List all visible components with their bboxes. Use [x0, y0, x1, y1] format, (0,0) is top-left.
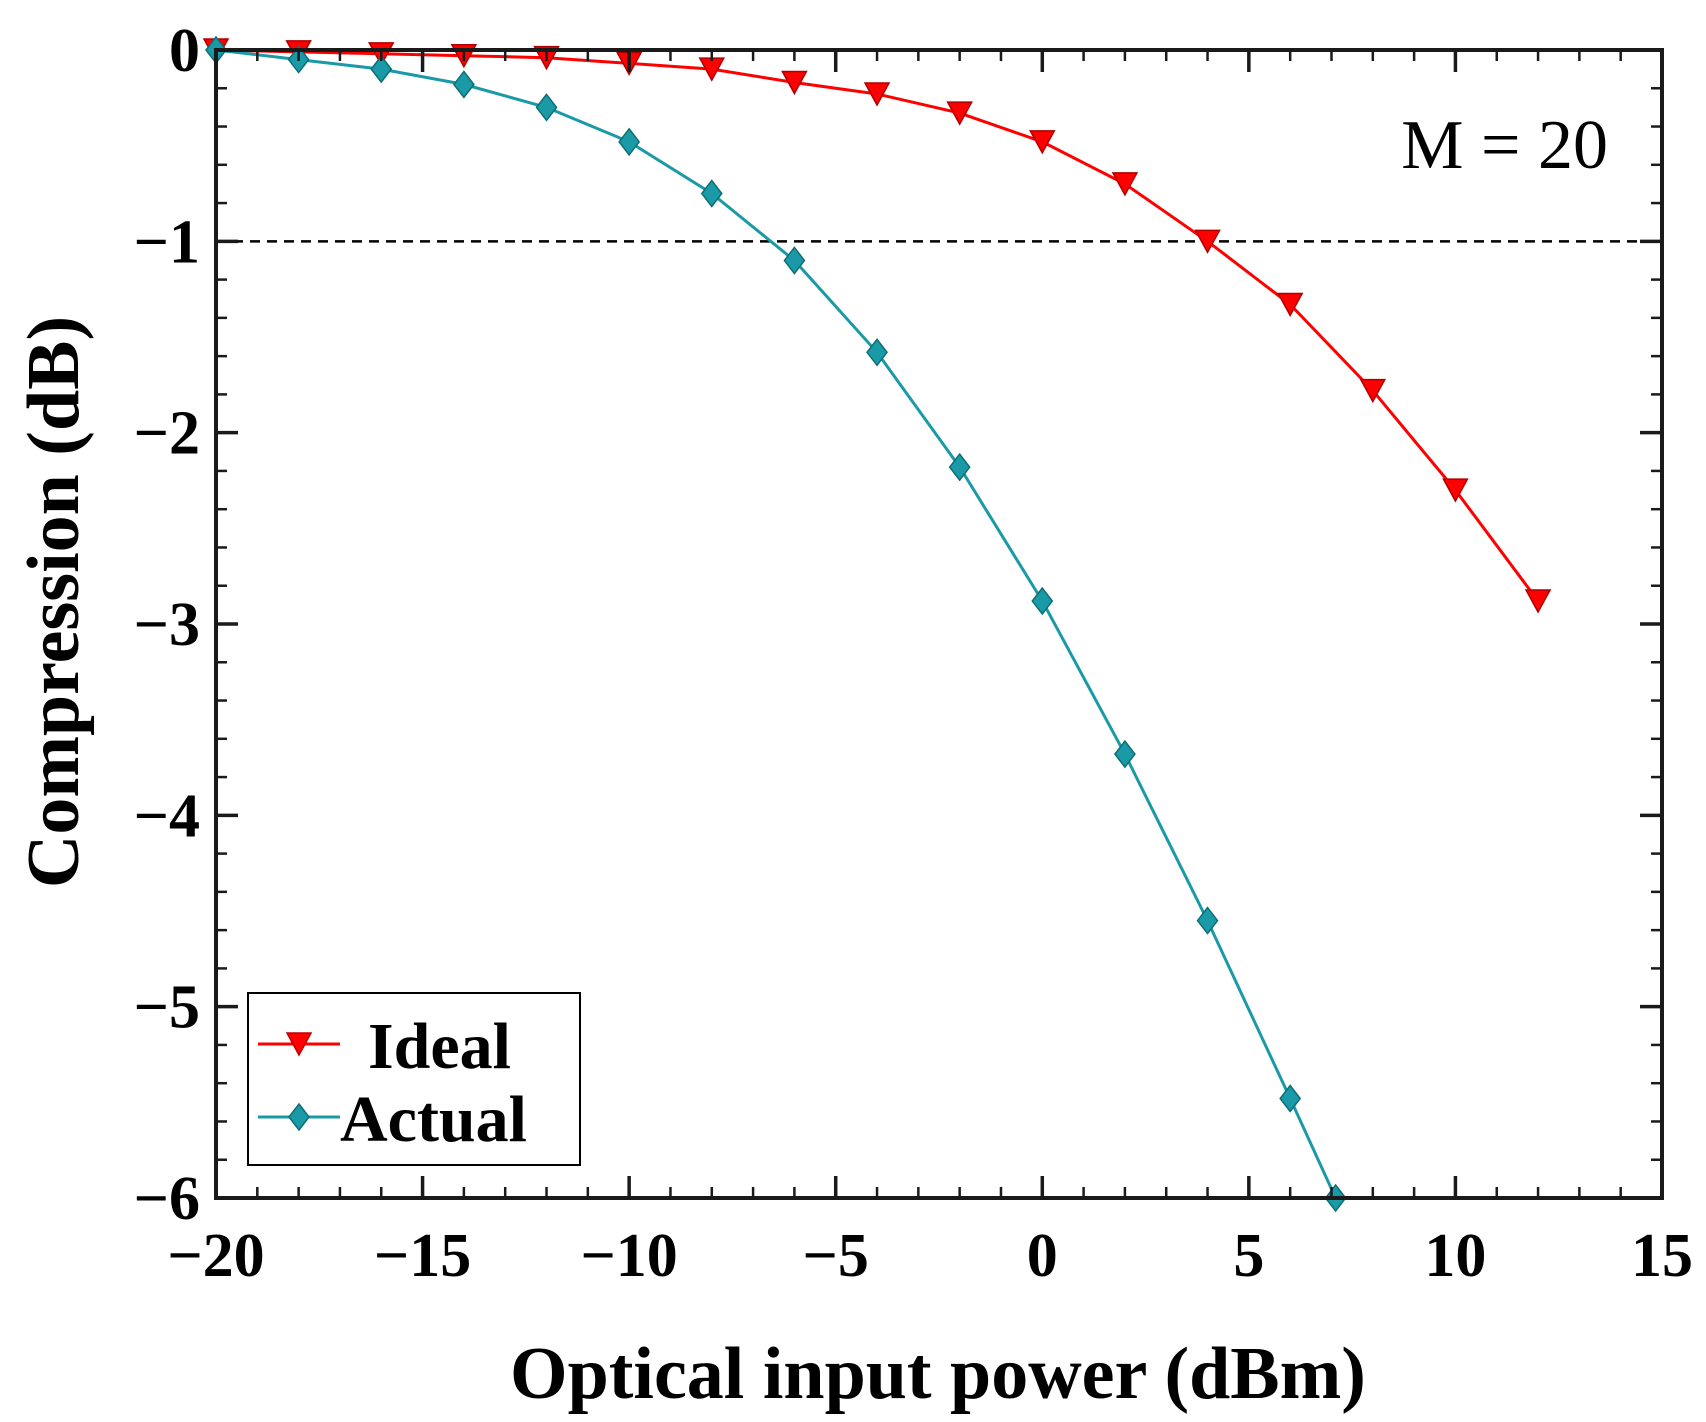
legend-label-ideal: Ideal	[368, 1010, 511, 1083]
data-point-actual	[535, 93, 558, 122]
x-tick-label: −15	[374, 1222, 471, 1290]
axes-layer	[214, 48, 1664, 1200]
y-tick-label: −3	[134, 591, 200, 659]
data-point-ideal	[863, 82, 891, 107]
data-point-ideal	[1442, 478, 1469, 503]
data-point-actual	[370, 54, 393, 84]
x-tick-label: 5	[1233, 1222, 1264, 1290]
y-tick-label: −5	[134, 974, 200, 1042]
x-tick-label: −20	[167, 1222, 264, 1290]
data-point-actual	[783, 246, 806, 275]
data-point-ideal	[1359, 378, 1387, 404]
data-point-actual	[618, 127, 641, 157]
data-point-ideal	[1276, 292, 1304, 318]
legend-marker-ideal	[285, 1032, 313, 1057]
data-point-ideal	[946, 101, 973, 126]
y-tick-label: −6	[134, 1165, 200, 1233]
data-point-actual	[452, 70, 475, 99]
series-ideal	[202, 38, 1552, 614]
data-point-actual	[1196, 906, 1219, 935]
data-point-ideal	[1524, 589, 1552, 614]
x-axis-title: Optical input power (dBm)	[510, 1333, 1366, 1415]
data-point-actual	[866, 338, 888, 367]
y-tick-label: −4	[134, 782, 200, 850]
data-point-actual	[700, 179, 723, 208]
data-point-actual	[948, 452, 971, 482]
legend-label-actual: Actual	[340, 1083, 527, 1156]
x-tick-label: −5	[803, 1222, 869, 1290]
x-tick-label: 15	[1631, 1222, 1693, 1290]
data-point-ideal	[1194, 229, 1221, 254]
legend-box	[247, 992, 581, 1166]
y-tick-label: −2	[134, 400, 200, 468]
series-layer	[202, 35, 1552, 1213]
tick-label-layer: −20 −15 −10 −5 0 5 10 15 0 −1 −2 −3 −4 −5 −6	[134, 17, 1693, 1290]
legend: Ideal Actual	[247, 992, 581, 1166]
data-point-actual	[1279, 1084, 1302, 1113]
y-tick-label: 0	[169, 17, 200, 85]
data-point-actual	[1031, 586, 1054, 616]
data-point-ideal	[1111, 172, 1139, 197]
y-tick-label: −1	[134, 208, 200, 276]
y-axis-title: Compression (dB)	[13, 316, 95, 888]
data-point-actual	[1113, 739, 1136, 769]
data-point-ideal	[1029, 130, 1056, 155]
legend-marker-actual	[288, 1102, 310, 1132]
annotation-label: M = 20	[1401, 107, 1608, 184]
x-tick-label: −10	[580, 1222, 677, 1290]
x-tick-label: 0	[1027, 1222, 1058, 1290]
data-point-ideal	[781, 70, 808, 96]
x-tick-label: 10	[1424, 1222, 1486, 1290]
